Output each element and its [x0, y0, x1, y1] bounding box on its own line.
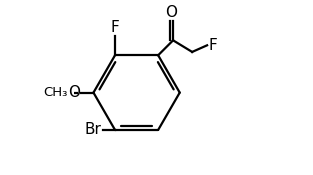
Text: F: F [111, 20, 119, 35]
Text: O: O [166, 5, 177, 20]
Text: CH₃: CH₃ [44, 86, 68, 99]
Text: F: F [209, 38, 218, 53]
Text: Br: Br [85, 122, 102, 137]
Text: O: O [68, 85, 80, 100]
